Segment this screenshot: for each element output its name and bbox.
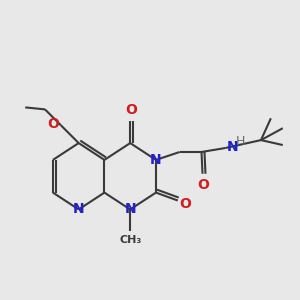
Text: N: N	[73, 202, 85, 216]
Text: H: H	[236, 135, 246, 148]
Text: N: N	[226, 140, 238, 154]
Text: CH₃: CH₃	[119, 235, 141, 245]
Text: O: O	[180, 196, 192, 211]
Text: O: O	[47, 117, 59, 131]
Text: N: N	[150, 153, 162, 167]
Text: O: O	[125, 103, 137, 117]
Text: O: O	[198, 178, 209, 192]
Text: N: N	[124, 202, 136, 216]
